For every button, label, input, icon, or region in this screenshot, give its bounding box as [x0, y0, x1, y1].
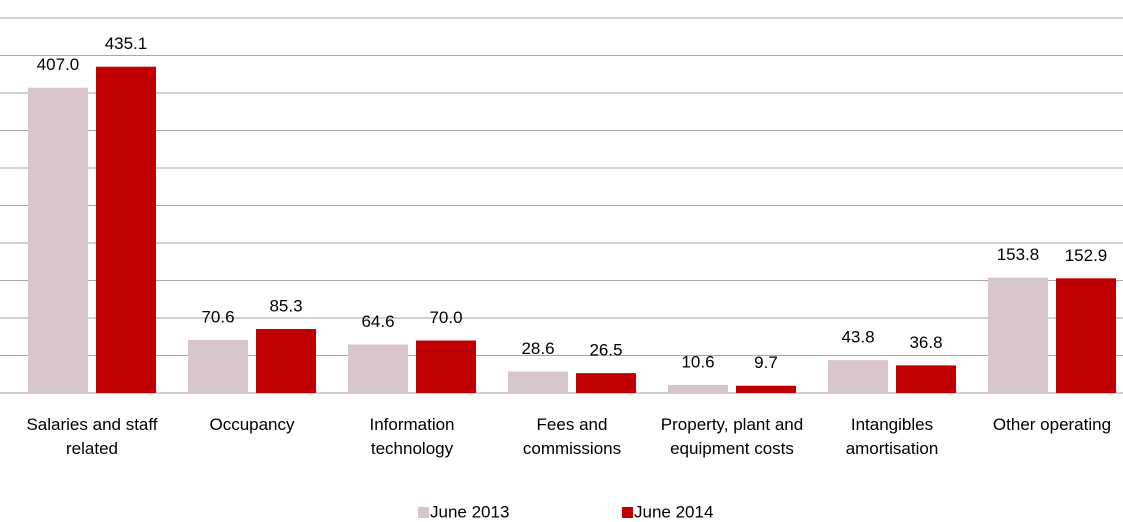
x-tick-label: Information technology	[369, 415, 454, 458]
bar	[668, 385, 728, 393]
bar	[416, 340, 476, 393]
bar	[348, 344, 408, 393]
data-label: 152.9	[1065, 246, 1108, 265]
bar	[188, 340, 248, 393]
legend-swatch	[622, 507, 633, 518]
data-label: 153.8	[997, 245, 1040, 264]
data-label: 43.8	[841, 328, 874, 347]
data-label: 26.5	[589, 341, 622, 360]
bar	[256, 329, 316, 393]
bar	[576, 373, 636, 393]
data-label: 85.3	[269, 297, 302, 316]
data-label: 435.1	[105, 34, 148, 53]
data-label: 70.0	[429, 308, 462, 327]
bar	[736, 385, 796, 393]
data-label: 64.6	[361, 312, 394, 331]
bar	[828, 360, 888, 393]
data-label: 36.8	[909, 333, 942, 352]
x-tick-label: Occupancy	[209, 415, 295, 434]
x-tick-label: Intangibles amortisation	[846, 415, 939, 458]
bar	[96, 66, 156, 394]
bar	[988, 277, 1048, 393]
data-label: 70.6	[201, 308, 234, 327]
data-label: 9.7	[754, 353, 778, 372]
data-label: 10.6	[681, 353, 714, 372]
bar	[1056, 278, 1116, 393]
x-tick-label: Salaries and staff related	[26, 415, 157, 458]
bar	[508, 371, 568, 393]
bar	[28, 87, 88, 393]
legend-swatch	[418, 507, 429, 518]
legend-label: June 2013	[430, 502, 509, 521]
bar	[896, 365, 956, 393]
x-tick-label: Property, plant and equipment costs	[661, 415, 803, 458]
data-label: 28.6	[521, 339, 554, 358]
x-tick-label: Fees and commissions	[523, 415, 621, 458]
legend-label: June 2014	[634, 502, 713, 521]
data-label: 407.0	[37, 55, 80, 74]
x-tick-label: Other operating	[993, 415, 1111, 434]
